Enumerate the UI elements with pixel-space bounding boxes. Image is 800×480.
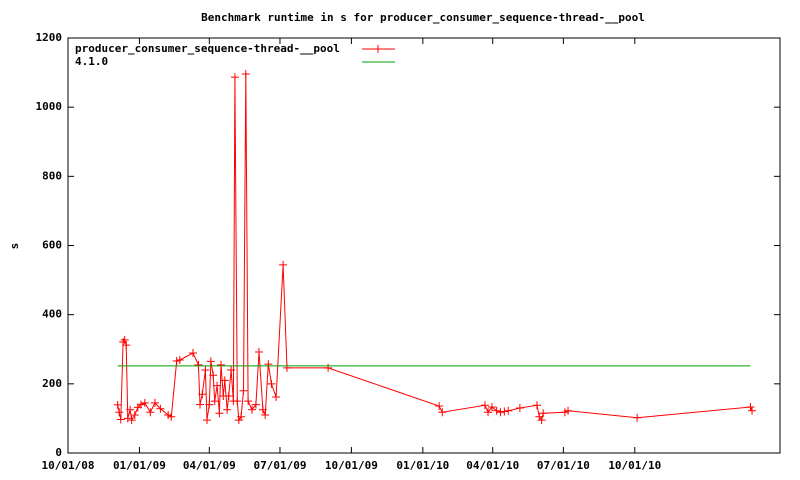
data-point (194, 360, 203, 369)
data-point (126, 405, 135, 414)
data-point (435, 401, 444, 410)
data-point (496, 408, 505, 417)
y-tick-label: 600 (42, 239, 62, 252)
series-line (117, 73, 753, 422)
y-tick-label: 0 (55, 446, 62, 459)
data-point (223, 405, 232, 414)
data-point (282, 363, 291, 372)
data-point (438, 408, 447, 417)
data-point (202, 416, 211, 425)
data-point (258, 405, 267, 414)
chart-title: Benchmark runtime in s for producer_cons… (201, 11, 645, 24)
data-point (167, 412, 176, 421)
y-tick-label: 1000 (36, 100, 63, 113)
y-tick-label: 800 (42, 169, 62, 182)
y-tick-label: 200 (42, 377, 62, 390)
data-point (189, 349, 198, 358)
x-tick-label: 07/01/09 (253, 459, 306, 472)
data-point (210, 397, 219, 406)
x-tick-label: 04/01/10 (466, 459, 519, 472)
data-point (120, 335, 129, 344)
data-point (206, 357, 215, 366)
data-point (140, 398, 149, 407)
data-point (532, 401, 541, 410)
data-point (239, 386, 248, 395)
x-tick-label: 10/01/09 (325, 459, 378, 472)
data-point (195, 400, 204, 409)
y-axis-label: s (8, 243, 21, 250)
data-point (220, 376, 229, 385)
legend-label: 4.1.0 (75, 55, 108, 68)
data-point (248, 405, 257, 414)
data-point (480, 401, 489, 410)
x-tick-label: 01/01/10 (396, 459, 449, 472)
data-point (127, 416, 136, 425)
data-point (487, 403, 496, 412)
data-point (241, 69, 250, 78)
data-point (215, 409, 224, 418)
y-tick-label: 1200 (36, 31, 63, 44)
data-point (504, 406, 513, 415)
data-point (201, 366, 210, 374)
x-tick-label: 10/01/10 (608, 459, 661, 472)
data-point (205, 400, 214, 409)
data-point (116, 415, 125, 424)
data-point (123, 414, 132, 423)
data-point (261, 410, 270, 419)
data-point (255, 348, 264, 357)
data-point (484, 408, 493, 417)
data-point (537, 416, 546, 425)
data-point (564, 406, 573, 415)
legend-marker (374, 45, 382, 53)
data-point (633, 413, 642, 422)
data-point (272, 392, 281, 401)
data-point (264, 360, 273, 369)
data-point (209, 371, 218, 380)
data-point (150, 398, 159, 407)
data-point (233, 397, 242, 406)
data-point (216, 360, 225, 369)
data-point (146, 408, 155, 417)
x-tick-label: 07/01/10 (537, 459, 590, 472)
data-point (515, 404, 524, 413)
y-tick-label: 400 (42, 308, 62, 321)
data-point (539, 409, 548, 418)
data-point (279, 260, 288, 269)
data-point (115, 408, 124, 417)
data-point (224, 391, 233, 400)
data-point (136, 400, 145, 409)
data-point (746, 403, 755, 412)
data-point (267, 379, 276, 388)
data-point (122, 341, 131, 350)
data-point (324, 363, 333, 372)
data-point (237, 412, 246, 421)
legend-label: producer_consumer_sequence-thread-__pool (75, 42, 340, 55)
data-point (130, 410, 139, 419)
data-point (156, 404, 165, 413)
data-point (175, 355, 184, 364)
data-point (230, 73, 239, 82)
data-point (500, 407, 509, 416)
data-point (492, 406, 501, 415)
x-tick-label: 10/01/08 (42, 459, 95, 472)
data-point (244, 397, 253, 406)
data-point (213, 381, 222, 390)
x-tick-label: 01/01/09 (113, 459, 166, 472)
data-point (227, 366, 236, 374)
x-tick-label: 04/01/09 (183, 459, 236, 472)
data-point (748, 406, 757, 415)
data-point (251, 400, 260, 409)
data-point (198, 390, 207, 399)
data-point (113, 400, 122, 409)
